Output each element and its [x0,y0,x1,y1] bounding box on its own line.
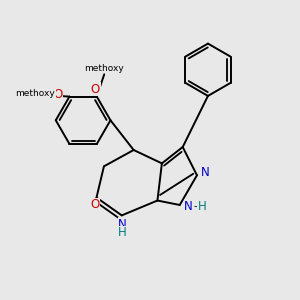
Text: O: O [91,83,100,96]
Text: N: N [201,166,210,179]
Text: methoxy: methoxy [15,89,55,98]
Text: O: O [53,88,62,101]
Text: N: N [118,218,127,231]
Text: –: – [194,202,199,212]
Text: N: N [184,200,193,213]
Text: H: H [198,200,206,213]
Text: H: H [118,226,127,239]
Text: O: O [90,199,100,212]
Text: methoxy: methoxy [84,64,124,73]
